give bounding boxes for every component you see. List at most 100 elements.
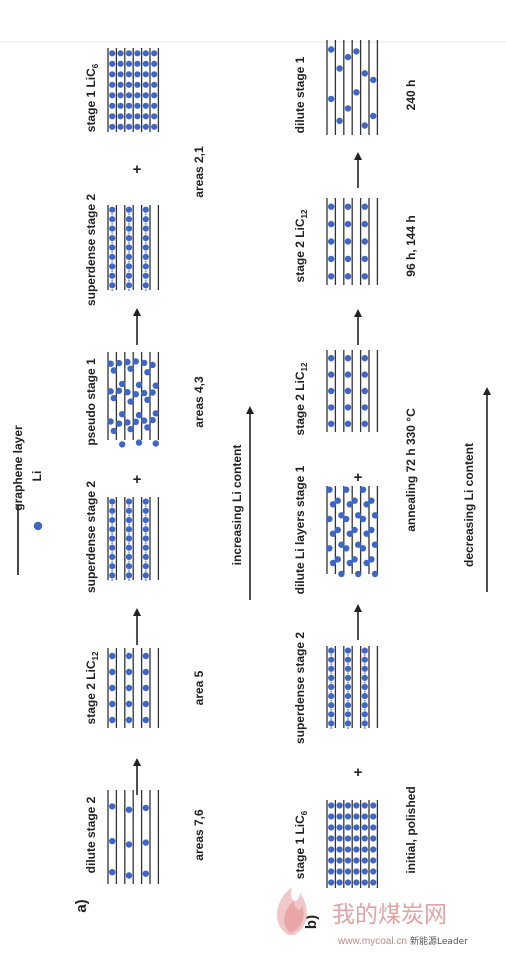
li-atom-light — [111, 532, 114, 536]
li-atom — [152, 440, 159, 447]
li-atom — [361, 720, 368, 727]
li-atom — [361, 220, 368, 228]
li-atom — [328, 835, 335, 842]
li-atom — [109, 272, 116, 279]
row-a-lattice-4 — [107, 352, 160, 448]
li-atom — [142, 668, 149, 676]
li-atom — [132, 391, 139, 398]
li-atom — [142, 206, 149, 213]
li-atom — [370, 813, 377, 820]
li-atom — [117, 92, 124, 99]
li-atom-light — [346, 690, 350, 693]
row-b-lattice-4 — [326, 350, 379, 432]
li-atom — [109, 668, 116, 676]
li-atom — [109, 50, 116, 57]
li-atom — [353, 868, 360, 875]
li-atom — [361, 711, 368, 718]
li-atom — [368, 556, 375, 563]
li-atom — [353, 835, 360, 842]
li-atom — [151, 113, 158, 120]
li-atom — [343, 486, 350, 493]
li-atom — [344, 656, 352, 663]
decreasing-arrow — [483, 387, 491, 592]
li-atom-light — [111, 232, 114, 235]
li-atom-light — [144, 505, 147, 508]
li-atom — [355, 512, 362, 519]
li-atom — [110, 367, 118, 374]
row-a-arrow-2 — [133, 608, 141, 645]
li-atom — [370, 112, 377, 120]
li-atom — [328, 420, 335, 427]
li-atom-light — [363, 654, 366, 657]
li-atom-light — [111, 279, 114, 282]
li-atom — [135, 381, 143, 389]
li-atom — [109, 572, 116, 579]
li-atom — [344, 857, 352, 864]
li-atom-light — [144, 569, 147, 572]
li-atom — [149, 361, 156, 369]
li-atom — [344, 355, 352, 362]
legend-li-label: Li — [30, 471, 44, 482]
legend: graphene layer Li — [11, 425, 44, 575]
li-atom — [124, 358, 131, 366]
li-atom — [361, 647, 368, 654]
li-atom — [109, 700, 116, 708]
li-atom — [334, 556, 341, 563]
watermark-latin: www.mycoal.cn — [337, 936, 407, 947]
li-atom — [142, 553, 149, 561]
li-atom — [328, 203, 335, 210]
li-atom — [328, 255, 335, 263]
li-atom — [109, 244, 116, 251]
li-atom — [142, 544, 149, 551]
li-atom-light — [127, 560, 131, 563]
li-atom — [119, 380, 126, 388]
li-atom — [363, 501, 370, 508]
li-atom — [361, 404, 368, 411]
li-atom-light — [127, 551, 131, 554]
li-atom-light — [330, 708, 333, 711]
li-atom — [328, 802, 335, 809]
li-atom — [142, 225, 149, 232]
row-b-arrow-1 — [354, 604, 362, 640]
li-atom — [134, 123, 141, 130]
li-atom-light — [363, 726, 366, 730]
row-a-stage-5-name: superdense stage 2 — [84, 194, 98, 306]
li-atom — [109, 498, 116, 505]
li-atom-light — [127, 514, 131, 517]
li-atom — [125, 498, 133, 505]
li-atom — [336, 846, 343, 853]
li-atom — [361, 665, 368, 672]
li-atom — [125, 535, 133, 542]
li-atom — [115, 387, 123, 394]
li-atom-light — [144, 251, 147, 254]
li-atom — [152, 382, 159, 389]
row-b-lattice-1 — [326, 800, 379, 888]
li-atom — [338, 512, 345, 519]
li-atom-light — [111, 260, 114, 263]
li-atom — [361, 693, 368, 700]
li-atom — [142, 60, 149, 67]
decreasing-li-label: decreasing Li content — [462, 443, 476, 567]
li-atom-light — [346, 663, 350, 666]
li-atom — [336, 813, 343, 820]
row-b-caption-6: 240 h — [404, 80, 418, 111]
li-atom — [328, 702, 335, 709]
li-atom — [109, 563, 116, 570]
li-atom — [361, 122, 368, 129]
li-atom — [142, 716, 149, 724]
li-atom — [142, 123, 149, 130]
li-atom — [336, 868, 343, 875]
li-atom — [344, 387, 352, 395]
li-atom — [142, 652, 149, 660]
li-atom — [328, 693, 335, 700]
li-atom — [125, 263, 133, 270]
li-atom — [109, 60, 116, 67]
li-atom — [141, 417, 148, 424]
li-atom — [353, 824, 360, 831]
li-atom-light — [346, 717, 350, 721]
li-atom — [124, 389, 131, 396]
li-atom-light — [346, 681, 350, 684]
li-atom-light — [111, 270, 114, 273]
li-atom — [344, 665, 352, 672]
li-atom — [125, 123, 133, 130]
